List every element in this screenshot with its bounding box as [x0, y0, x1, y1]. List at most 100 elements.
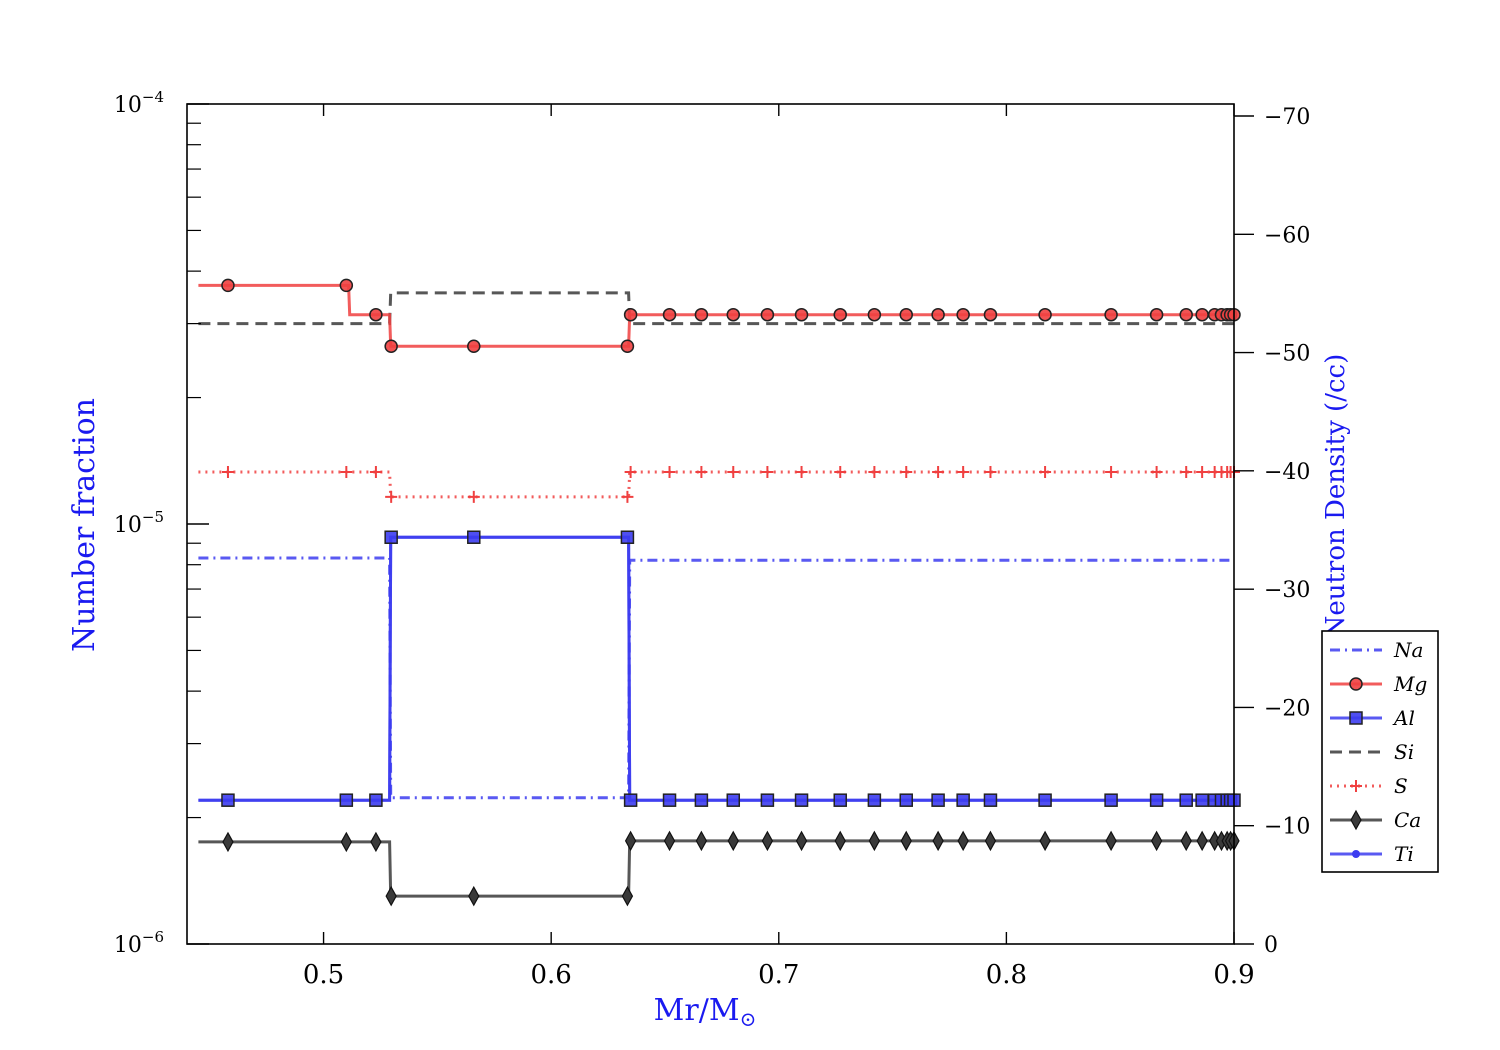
- marker-al: [662, 793, 677, 807]
- marker-al: [467, 530, 481, 544]
- marker-s: [385, 490, 398, 503]
- marker-ca: [761, 830, 774, 852]
- marker-ca: [222, 831, 234, 853]
- legend-label-ti: Ti: [1394, 842, 1414, 866]
- marker-ca: [370, 831, 382, 853]
- y-axis-right: −70 −60 −50 −40 −30 −20 −10 0: [1234, 105, 1310, 958]
- marker-ca: [1196, 830, 1208, 852]
- y-tick-label: 10−5: [114, 508, 164, 538]
- marker-ca: [1150, 830, 1163, 852]
- marker-al: [1104, 793, 1118, 807]
- y-axis-label: Number fraction: [67, 398, 102, 652]
- y2-tick-label: 0: [1264, 933, 1278, 958]
- y-tick-label: 10−4: [114, 88, 164, 118]
- marker-s: [467, 490, 480, 503]
- marker-ca: [957, 830, 969, 852]
- marker-mg: [369, 307, 383, 322]
- marker-s: [900, 465, 913, 478]
- marker-al: [339, 793, 354, 807]
- marker-ca: [1039, 830, 1051, 852]
- x-axis: 0.5 0.6 0.7 0.8 0.9: [303, 104, 1255, 990]
- marker-al: [694, 793, 709, 807]
- legend-label-mg: Mg: [1393, 672, 1427, 696]
- x-tick-label: 0.8: [986, 960, 1027, 990]
- marker-s: [795, 465, 808, 478]
- legend-label-ca: Ca: [1394, 808, 1421, 832]
- x-tick-label: 0.9: [1213, 960, 1254, 990]
- marker-mg: [833, 307, 847, 322]
- y2-tick-label: −40: [1264, 460, 1310, 485]
- marker-ca: [932, 830, 944, 852]
- marker-al: [956, 793, 970, 807]
- marker-s: [621, 490, 634, 503]
- marker-al: [1149, 793, 1164, 807]
- marker-al: [794, 793, 809, 807]
- marker-ca: [385, 885, 397, 907]
- series-ca: [198, 830, 1240, 907]
- legend-marker-al: [1349, 711, 1363, 725]
- legend-marker-s: [1350, 780, 1362, 792]
- y2-tick-label: −70: [1264, 105, 1310, 130]
- marker-mg: [956, 307, 970, 322]
- marker-s: [369, 465, 382, 478]
- marker-al: [384, 530, 398, 544]
- legend-label-na: Na: [1393, 638, 1423, 662]
- legend: Na Mg Al Si S Ca Ti: [1321, 630, 1439, 873]
- marker-mg: [384, 339, 398, 353]
- legend-marker-ca: [1350, 809, 1362, 831]
- y2-tick-label: −50: [1264, 342, 1310, 367]
- marker-s: [984, 465, 997, 478]
- marker-s: [957, 465, 970, 478]
- series-line-si: [198, 291, 1234, 326]
- marker-s: [221, 465, 234, 478]
- marker-al: [1179, 793, 1193, 807]
- marker-al: [833, 793, 847, 807]
- marker-s: [1196, 465, 1209, 478]
- marker-ca: [834, 830, 846, 852]
- marker-al: [623, 793, 638, 807]
- x-axis-label-subscript: ⊙: [740, 1007, 757, 1031]
- marker-s: [1150, 465, 1163, 478]
- marker-s: [932, 465, 945, 478]
- marker-ca: [900, 830, 912, 852]
- marker-s: [1180, 465, 1193, 478]
- marker-s: [1105, 465, 1118, 478]
- series-line-ti: [198, 535, 1234, 802]
- marker-mg: [1149, 307, 1164, 322]
- marker-s: [1039, 465, 1052, 478]
- legend-label-si: Si: [1394, 740, 1414, 764]
- marker-mg: [1104, 307, 1118, 322]
- marker-mg: [931, 307, 945, 322]
- marker-mg: [867, 307, 882, 322]
- series-line-mg: [198, 283, 1234, 348]
- series-line-ca: [198, 839, 1234, 898]
- marker-mg: [623, 307, 638, 322]
- marker-s: [340, 465, 353, 478]
- marker-mg: [339, 278, 354, 293]
- marker-ca: [868, 830, 881, 852]
- legend-marker-ti: [1352, 850, 1360, 858]
- marker-ca: [984, 830, 997, 852]
- marker-mg: [221, 278, 235, 293]
- marker-s: [834, 465, 847, 478]
- marker-s: [868, 465, 881, 478]
- series-na: [198, 556, 1234, 800]
- marker-al: [1195, 793, 1209, 807]
- marker-al: [899, 793, 913, 807]
- marker-s: [727, 465, 740, 478]
- marker-ca: [727, 830, 739, 852]
- marker-mg: [662, 307, 677, 322]
- marker-al: [369, 793, 383, 807]
- y2-tick-label: −10: [1264, 815, 1310, 840]
- series-line-al: [198, 535, 1234, 802]
- x-tick-label: 0.6: [530, 960, 571, 990]
- marker-ca: [1105, 830, 1117, 852]
- axes-frame: [186, 103, 1235, 945]
- marker-ca: [795, 830, 808, 852]
- y-tick-label: 10−6: [114, 928, 164, 958]
- marker-mg: [794, 307, 809, 322]
- plot-area: [198, 278, 1241, 907]
- marker-mg: [1195, 307, 1209, 322]
- marker-mg: [620, 339, 635, 353]
- series-ti: [198, 535, 1234, 802]
